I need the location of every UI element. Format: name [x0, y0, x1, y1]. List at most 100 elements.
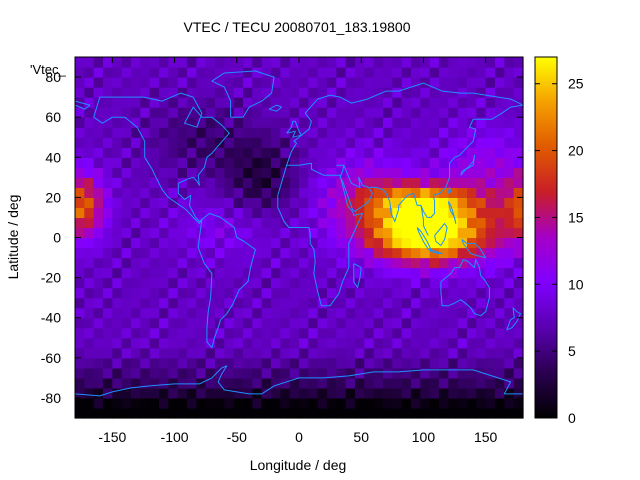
heatmap-cell	[112, 307, 123, 319]
heatmap-cell	[336, 77, 347, 88]
heatmap-cell	[243, 117, 253, 128]
heatmap-cell	[308, 67, 319, 78]
heatmap-cell	[84, 147, 95, 158]
heatmap-cell	[140, 147, 151, 158]
heatmap-cell	[84, 77, 95, 88]
heatmap-cell	[476, 77, 487, 88]
heatmap-cell	[149, 387, 160, 399]
heatmap-cell	[75, 227, 85, 239]
heatmap-cell	[411, 187, 421, 198]
heatmap-cell	[411, 357, 421, 369]
heatmap-cell	[345, 247, 356, 259]
heatmap-cell	[308, 247, 319, 259]
heatmap-cell	[336, 97, 347, 108]
heatmap-cell	[280, 327, 291, 339]
heatmap-cell	[215, 247, 225, 259]
heatmap-cell	[103, 127, 113, 138]
heatmap-cell	[467, 377, 477, 389]
heatmap-cell	[131, 357, 141, 369]
heatmap-cell	[383, 267, 393, 279]
heatmap-cell	[383, 77, 393, 88]
heatmap-cell	[383, 307, 393, 319]
heatmap-cell	[355, 317, 365, 329]
heatmap-cell	[149, 137, 160, 148]
heatmap-cell	[196, 247, 207, 259]
heatmap-cell	[317, 387, 328, 399]
heatmap-cell	[177, 337, 188, 349]
heatmap-cell	[420, 287, 431, 299]
heatmap-cell	[439, 207, 449, 219]
heatmap-cell	[131, 237, 141, 249]
heatmap-cell	[289, 327, 300, 339]
heatmap-cell	[327, 267, 337, 279]
heatmap-cell	[131, 397, 141, 409]
heatmap-cell	[392, 407, 403, 419]
heatmap-cell	[504, 137, 515, 148]
heatmap-cell	[457, 97, 468, 108]
heatmap-cell	[345, 217, 356, 229]
heatmap-cell	[140, 227, 151, 239]
heatmap-cell	[429, 107, 440, 118]
heatmap-cell	[187, 157, 197, 168]
heatmap-cell	[224, 267, 235, 279]
heatmap-cell	[159, 167, 169, 178]
heatmap-cell	[485, 57, 496, 68]
heatmap-cell	[112, 357, 123, 369]
heatmap-cell	[504, 87, 515, 98]
heatmap-cell	[224, 177, 235, 188]
heatmap-cell	[420, 297, 431, 309]
heatmap-cell	[261, 287, 272, 299]
heatmap-cell	[299, 327, 309, 339]
heatmap-cell	[205, 127, 216, 138]
heatmap-cell	[121, 167, 132, 178]
heatmap-cell	[373, 137, 384, 148]
heatmap-cell	[439, 177, 449, 188]
heatmap-cell	[93, 57, 104, 68]
heatmap-cell	[495, 387, 505, 399]
heatmap-cell	[373, 167, 384, 178]
heatmap-cell	[383, 237, 393, 249]
heatmap-cell	[420, 227, 431, 239]
heatmap-cell	[439, 367, 449, 379]
heatmap-cell	[187, 127, 197, 138]
heatmap-cell	[429, 117, 440, 128]
heatmap-cell	[280, 337, 291, 349]
heatmap-cell	[159, 207, 169, 219]
heatmap-cell	[84, 287, 95, 299]
heatmap-cell	[177, 377, 188, 389]
heatmap-cell	[485, 267, 496, 279]
heatmap-cell	[355, 97, 365, 108]
heatmap-cell	[476, 217, 487, 229]
heatmap-cell	[345, 67, 356, 78]
heatmap-cell	[243, 347, 253, 359]
y-tick-label: 60	[45, 109, 61, 125]
heatmap-cell	[364, 127, 375, 138]
x-tick-label: -50	[227, 429, 247, 445]
heatmap-cell	[513, 227, 524, 239]
heatmap-cell	[485, 87, 496, 98]
heatmap-cell	[504, 207, 515, 219]
heatmap-cell	[420, 67, 431, 78]
heatmap-cell	[308, 257, 319, 269]
heatmap-cell	[159, 57, 169, 68]
heatmap-cell	[93, 327, 104, 339]
heatmap-cell	[215, 357, 225, 369]
heatmap-cell	[121, 97, 132, 108]
heatmap-cell	[75, 307, 85, 319]
heatmap-cell	[149, 57, 160, 68]
heatmap-cell	[75, 407, 85, 419]
heatmap-cell	[336, 127, 347, 138]
heatmap-cell	[504, 177, 515, 188]
heatmap-cell	[261, 77, 272, 88]
heatmap-cell	[196, 357, 207, 369]
heatmap-cell	[215, 117, 225, 128]
heatmap-cell	[93, 277, 104, 289]
heatmap-cell	[103, 327, 113, 339]
heatmap-cell	[317, 377, 328, 389]
heatmap-cell	[140, 187, 151, 198]
heatmap-cell	[504, 327, 515, 339]
heatmap-cell	[233, 127, 244, 138]
heatmap-cell	[401, 187, 412, 198]
heatmap-cell	[439, 347, 449, 359]
heatmap-cell	[467, 187, 477, 198]
